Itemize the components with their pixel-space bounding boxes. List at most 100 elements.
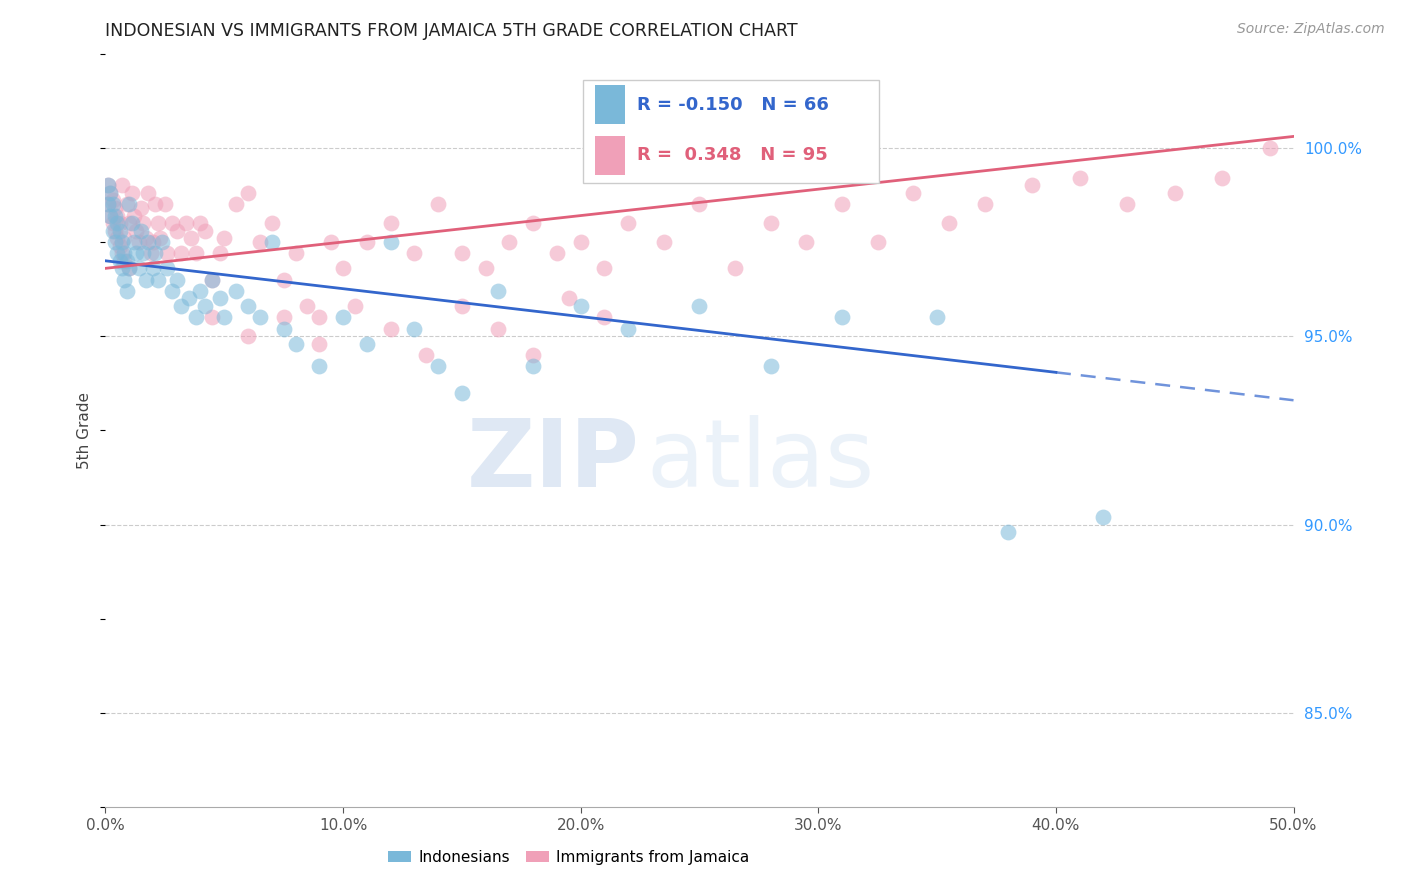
Point bbox=[194, 299, 217, 313]
Point bbox=[104, 209, 127, 223]
Point bbox=[111, 178, 134, 193]
Point bbox=[214, 231, 236, 245]
Point bbox=[105, 246, 128, 260]
Point bbox=[380, 321, 402, 335]
Point bbox=[128, 235, 150, 249]
Point bbox=[343, 299, 366, 313]
Point bbox=[450, 246, 472, 260]
Text: Source: ZipAtlas.com: Source: ZipAtlas.com bbox=[1237, 22, 1385, 37]
Point bbox=[997, 525, 1019, 540]
Point bbox=[273, 273, 295, 287]
Point bbox=[143, 246, 166, 260]
Point bbox=[486, 321, 509, 335]
Point bbox=[652, 235, 675, 249]
Point bbox=[108, 253, 131, 268]
Point bbox=[98, 186, 121, 200]
Point bbox=[201, 273, 224, 287]
Point bbox=[260, 216, 283, 230]
Point bbox=[831, 197, 853, 211]
Point bbox=[101, 197, 124, 211]
Point bbox=[166, 273, 188, 287]
Point bbox=[97, 178, 120, 193]
Text: atlas: atlas bbox=[645, 415, 875, 507]
Point bbox=[97, 197, 120, 211]
Text: R =  0.348   N = 95: R = 0.348 N = 95 bbox=[637, 146, 827, 164]
Point bbox=[1069, 170, 1091, 185]
Point bbox=[114, 231, 136, 245]
Point bbox=[143, 197, 166, 211]
Text: INDONESIAN VS IMMIGRANTS FROM JAMAICA 5TH GRADE CORRELATION CHART: INDONESIAN VS IMMIGRANTS FROM JAMAICA 5T… bbox=[105, 22, 799, 40]
Point bbox=[111, 235, 134, 249]
Point bbox=[152, 235, 174, 249]
Point bbox=[208, 246, 231, 260]
Point bbox=[486, 284, 509, 298]
Point bbox=[194, 224, 217, 238]
Point bbox=[225, 197, 247, 211]
Point bbox=[136, 235, 159, 249]
Point bbox=[569, 299, 592, 313]
Point bbox=[380, 216, 402, 230]
Text: R = -0.150   N = 66: R = -0.150 N = 66 bbox=[637, 96, 828, 114]
Point bbox=[1021, 178, 1043, 193]
Point bbox=[569, 235, 592, 249]
Point bbox=[97, 197, 120, 211]
Bar bbox=[595, 136, 624, 175]
Point bbox=[105, 231, 128, 245]
Point bbox=[593, 261, 616, 276]
Point bbox=[236, 186, 259, 200]
Point bbox=[160, 216, 183, 230]
Point bbox=[273, 310, 295, 325]
Point bbox=[149, 231, 172, 245]
Point bbox=[170, 246, 193, 260]
Point bbox=[903, 186, 925, 200]
Point bbox=[105, 216, 128, 230]
Point bbox=[724, 261, 747, 276]
Point bbox=[108, 224, 131, 238]
Point bbox=[356, 336, 378, 351]
Point bbox=[101, 216, 124, 230]
Point bbox=[208, 292, 231, 306]
Point bbox=[474, 261, 496, 276]
Point bbox=[321, 235, 343, 249]
Point bbox=[156, 246, 179, 260]
Point bbox=[136, 186, 159, 200]
Point bbox=[380, 235, 402, 249]
Point bbox=[177, 292, 200, 306]
Point bbox=[114, 273, 136, 287]
Point bbox=[146, 273, 169, 287]
Point bbox=[297, 299, 319, 313]
Point bbox=[260, 235, 283, 249]
Point bbox=[101, 224, 124, 238]
Text: ZIP: ZIP bbox=[467, 415, 640, 507]
Point bbox=[125, 246, 148, 260]
Point bbox=[450, 299, 472, 313]
Point bbox=[101, 194, 124, 208]
Point bbox=[129, 201, 152, 215]
Legend: Indonesians, Immigrants from Jamaica: Indonesians, Immigrants from Jamaica bbox=[382, 844, 755, 871]
Point bbox=[759, 359, 782, 374]
Point bbox=[404, 321, 426, 335]
Point bbox=[115, 197, 138, 211]
Point bbox=[558, 292, 581, 306]
Point bbox=[925, 310, 948, 325]
Point bbox=[236, 299, 259, 313]
Point bbox=[332, 310, 354, 325]
Point bbox=[156, 261, 179, 276]
Point bbox=[1092, 510, 1115, 524]
Point bbox=[115, 253, 138, 268]
Point bbox=[104, 201, 127, 215]
Point bbox=[135, 231, 157, 245]
Point bbox=[522, 216, 544, 230]
Point bbox=[284, 336, 307, 351]
Point bbox=[118, 261, 141, 276]
Point bbox=[184, 246, 207, 260]
Point bbox=[98, 186, 121, 200]
Point bbox=[118, 197, 141, 211]
Bar bbox=[595, 86, 624, 124]
Point bbox=[522, 359, 544, 374]
Point bbox=[114, 246, 136, 260]
Point bbox=[166, 224, 188, 238]
Point bbox=[973, 197, 995, 211]
Point bbox=[132, 216, 155, 230]
Point bbox=[180, 231, 202, 245]
